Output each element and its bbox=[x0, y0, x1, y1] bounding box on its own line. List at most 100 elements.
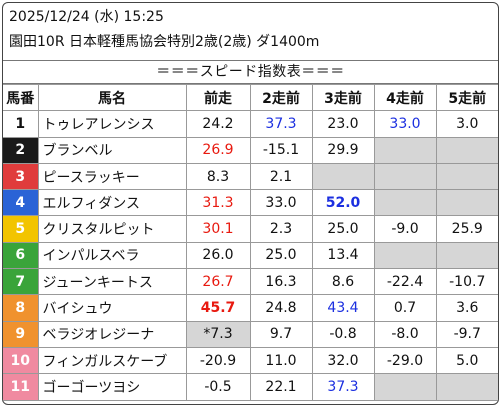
speed-index-cell: -8.0 bbox=[373, 320, 437, 348]
table-row: 6 インパルスベラ 26.0 25.0 13.4 bbox=[3, 241, 498, 270]
speed-index-cell: 25.9 bbox=[435, 215, 498, 243]
speed-index-cell: -10.7 bbox=[435, 268, 498, 296]
horse-number-cell: 8 bbox=[3, 294, 39, 322]
speed-index-cell: 0.7 bbox=[373, 294, 437, 322]
speed-index-cell: 26.0 bbox=[185, 241, 251, 270]
col-header-last-race: 前走 bbox=[185, 83, 251, 112]
horse-name-cell: フィンガルスケーブ bbox=[37, 346, 187, 375]
speed-index-cell: -29.0 bbox=[373, 346, 437, 375]
table-row: 10 フィンガルスケーブ -20.9 11.0 32.0 -29.0 5.0 bbox=[3, 346, 498, 375]
speed-index-cell: -22.4 bbox=[373, 268, 437, 296]
table-row: 4 エルフィダンス 31.3 33.0 52.0 bbox=[3, 189, 498, 217]
table-row: 7 ジューンキートス 26.7 16.3 8.6 -22.4 -10.7 bbox=[3, 268, 498, 296]
speed-index-cell: 52.0 bbox=[311, 189, 375, 217]
table-row: 8 バイシュウ 45.7 24.8 43.4 0.7 3.6 bbox=[3, 294, 498, 322]
speed-index-cell: 31.3 bbox=[185, 189, 251, 217]
horse-number-cell: 5 bbox=[3, 215, 39, 243]
speed-index-cell: 2.3 bbox=[249, 215, 313, 243]
horse-number-cell: 1 bbox=[3, 110, 39, 138]
col-header-3-races-ago: 3走前 bbox=[311, 83, 375, 112]
table-banner: ＝＝＝スピード指数表＝＝＝ bbox=[3, 60, 498, 84]
speed-index-cell: 26.9 bbox=[185, 136, 251, 164]
speed-index-cell bbox=[435, 373, 498, 401]
horse-name-cell: インパルスベラ bbox=[37, 241, 187, 270]
horse-number-cell: 11 bbox=[3, 373, 39, 401]
col-header-horse-name: 馬名 bbox=[37, 83, 187, 112]
col-header-2-races-ago: 2走前 bbox=[249, 83, 313, 112]
speed-index-cell: 37.3 bbox=[311, 373, 375, 401]
speed-index-cell bbox=[373, 162, 437, 191]
horse-number-cell: 10 bbox=[3, 346, 39, 375]
speed-index-cell: 33.0 bbox=[249, 189, 313, 217]
speed-index-cell bbox=[373, 373, 437, 401]
speed-index-cell bbox=[373, 136, 437, 164]
speed-index-cell: 29.9 bbox=[311, 136, 375, 164]
speed-index-cell bbox=[435, 241, 498, 270]
table-row: 11 ゴーゴーツヨシ -0.5 22.1 37.3 bbox=[3, 373, 498, 401]
speed-index-table: 馬番 馬名 前走 2走前 3走前 4走前 5走前 1 トゥレアレンシス 24.2 37… bbox=[3, 83, 498, 401]
horse-number-cell: 4 bbox=[3, 189, 39, 217]
speed-index-cell: 9.7 bbox=[249, 320, 313, 348]
speed-index-cell: *7.3 bbox=[185, 320, 251, 348]
speed-index-cell: -0.8 bbox=[311, 320, 375, 348]
horse-name-cell: ブランベル bbox=[37, 136, 187, 164]
speed-index-cell: 8.6 bbox=[311, 268, 375, 296]
horse-number-cell: 7 bbox=[3, 268, 39, 296]
horse-name-cell: ベラジオレジーナ bbox=[37, 320, 187, 348]
speed-index-cell: 43.4 bbox=[311, 294, 375, 322]
speed-index-cell: -20.9 bbox=[185, 346, 251, 375]
table-row: 9 ベラジオレジーナ *7.3 9.7 -0.8 -8.0 -9.7 bbox=[3, 320, 498, 348]
table-body: 1 トゥレアレンシス 24.2 37.3 23.0 33.0 3.0 2 ブランベル 26.9 -1… bbox=[3, 110, 498, 401]
speed-index-cell: 23.0 bbox=[311, 110, 375, 138]
table-row: 3 ピースラッキー 8.3 2.1 bbox=[3, 162, 498, 191]
speed-index-cell: 5.0 bbox=[435, 346, 498, 375]
speed-index-cell: -0.5 bbox=[185, 373, 251, 401]
speed-index-cell bbox=[373, 241, 437, 270]
speed-index-cell bbox=[311, 162, 375, 191]
horse-name-cell: ピースラッキー bbox=[37, 162, 187, 191]
col-header-number: 馬番 bbox=[3, 83, 39, 112]
speed-index-cell: 32.0 bbox=[311, 346, 375, 375]
horse-name-cell: ゴーゴーツヨシ bbox=[37, 373, 187, 401]
speed-index-cell: -15.1 bbox=[249, 136, 313, 164]
speed-index-cell: 25.0 bbox=[311, 215, 375, 243]
race-datetime: 2025/12/24 (水) 15:25 bbox=[9, 9, 164, 25]
speed-index-cell: 30.1 bbox=[185, 215, 251, 243]
table-row: 1 トゥレアレンシス 24.2 37.3 23.0 33.0 3.0 bbox=[3, 110, 498, 138]
speed-index-cell: 24.8 bbox=[249, 294, 313, 322]
col-header-4-races-ago: 4走前 bbox=[373, 83, 437, 112]
speed-index-cell: -9.0 bbox=[373, 215, 437, 243]
race-title: 園田10R 日本軽種馬協会特別2歳(2歳) ダ1400m bbox=[9, 34, 320, 50]
horse-number-cell: 2 bbox=[3, 136, 39, 164]
table-row: 2 ブランベル 26.9 -15.1 29.9 bbox=[3, 136, 498, 164]
col-header-5-races-ago: 5走前 bbox=[435, 83, 498, 112]
speed-index-cell bbox=[435, 136, 498, 164]
speed-index-cell: 24.2 bbox=[185, 110, 251, 138]
speed-index-cell: -9.7 bbox=[435, 320, 498, 348]
speed-index-cell: 16.3 bbox=[249, 268, 313, 296]
speed-index-cell bbox=[435, 189, 498, 217]
horse-name-cell: ジューンキートス bbox=[37, 268, 187, 296]
speed-index-cell: 22.1 bbox=[249, 373, 313, 401]
speed-index-cell: 33.0 bbox=[373, 110, 437, 138]
speed-index-cell bbox=[373, 189, 437, 217]
speed-index-cell: 37.3 bbox=[249, 110, 313, 138]
speed-index-cell bbox=[435, 162, 498, 191]
horse-name-cell: トゥレアレンシス bbox=[37, 110, 187, 138]
header-row: 馬番 馬名 前走 2走前 3走前 4走前 5走前 bbox=[3, 83, 498, 112]
horse-number-cell: 6 bbox=[3, 241, 39, 270]
horse-name-cell: クリスタルピット bbox=[37, 215, 187, 243]
speed-index-cell: 8.3 bbox=[185, 162, 251, 191]
horse-name-cell: バイシュウ bbox=[37, 294, 187, 322]
horse-number-cell: 9 bbox=[3, 320, 39, 348]
table-row: 5 クリスタルピット 30.1 2.3 25.0 -9.0 25.9 bbox=[3, 215, 498, 243]
speed-index-cell: 26.7 bbox=[185, 268, 251, 296]
speed-index-cell: 45.7 bbox=[185, 294, 251, 322]
speed-index-cell: 11.0 bbox=[249, 346, 313, 375]
horse-name-cell: エルフィダンス bbox=[37, 189, 187, 217]
speed-index-cell: 25.0 bbox=[249, 241, 313, 270]
horse-number-cell: 3 bbox=[3, 162, 39, 191]
speed-index-cell: 13.4 bbox=[311, 241, 375, 270]
speed-index-cell: 2.1 bbox=[249, 162, 313, 191]
